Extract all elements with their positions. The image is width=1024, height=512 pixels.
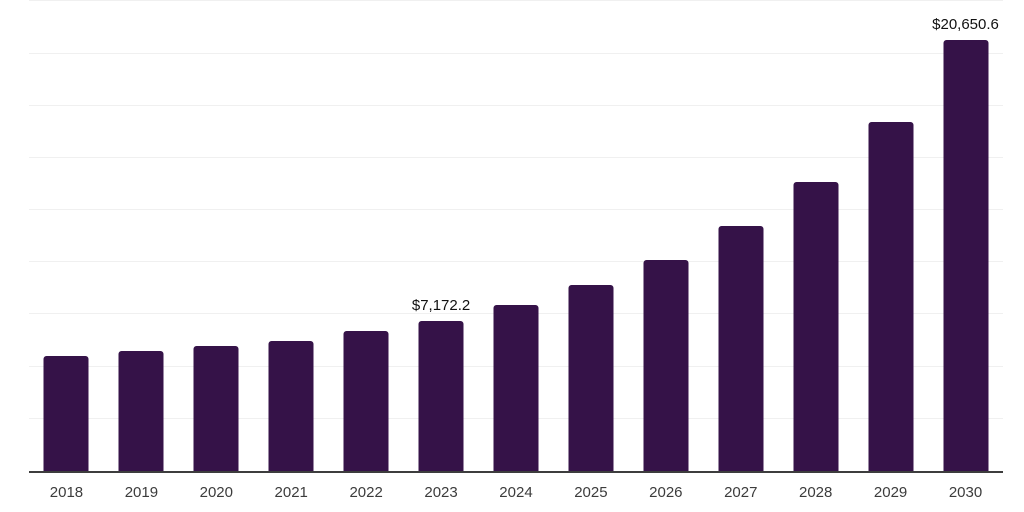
plot-area: $7,172.2 $20,650.6 — [29, 0, 1003, 473]
bar-2024 — [493, 305, 539, 471]
bar-cell-2021 — [254, 0, 329, 471]
bar-cell-2020 — [179, 0, 254, 471]
data-label-2023: $7,172.2 — [411, 297, 471, 315]
bar-cell-2024 — [479, 0, 554, 471]
x-axis-labels: 2018 2019 2020 2021 2022 2023 2024 2025 2026 2027… — [29, 473, 1003, 512]
gridline — [29, 0, 1003, 2]
gridline — [29, 104, 1003, 106]
bar-2027 — [718, 225, 764, 471]
x-tick-label-2022: 2022 — [349, 484, 383, 501]
bar-cell-2019 — [104, 0, 179, 471]
x-tick-label-2023: 2023 — [424, 484, 458, 501]
bar-2029 — [868, 122, 914, 471]
gridline — [29, 261, 1003, 263]
gridline — [29, 156, 1003, 158]
bar-cell-2025 — [553, 0, 628, 471]
bar-2020 — [193, 346, 239, 471]
bar-cell-2022 — [329, 0, 404, 471]
bar-2019 — [118, 351, 164, 471]
x-tick-label-2021: 2021 — [274, 484, 308, 501]
x-tick-label-2029: 2029 — [873, 484, 908, 501]
bar-2023 — [418, 321, 464, 471]
x-tick-label-2026: 2026 — [649, 484, 683, 501]
x-tick-label-2019: 2019 — [124, 484, 159, 501]
bar-cell-2030: $20,650.6 — [928, 0, 1003, 471]
gridline — [29, 52, 1003, 54]
bar-2022 — [343, 331, 389, 471]
x-tick-label-2024: 2024 — [499, 484, 533, 501]
bar-cell-2029 — [853, 0, 928, 471]
x-tick-label-2028: 2028 — [798, 484, 833, 501]
bars-container: $7,172.2 $20,650.6 — [29, 0, 1003, 471]
bar-cell-2023: $7,172.2 — [404, 0, 479, 471]
bar-2030 — [943, 40, 989, 471]
bar-2028 — [793, 181, 839, 471]
x-tick-label-2030: 2030 — [948, 484, 983, 501]
bar-cell-2028 — [778, 0, 853, 471]
x-tick-label-2018: 2018 — [49, 484, 84, 501]
bar-2026 — [643, 260, 689, 471]
bar-cell-2026 — [628, 0, 703, 471]
x-tick-label-2020: 2020 — [199, 484, 233, 501]
data-label-2030: $20,650.6 — [932, 16, 999, 33]
bar-2018 — [43, 355, 89, 471]
bar-cell-2018 — [29, 0, 104, 471]
bar-cell-2027 — [703, 0, 778, 471]
gridline — [29, 209, 1003, 211]
bar-2021 — [268, 340, 314, 471]
x-tick-label-2025: 2025 — [574, 484, 608, 501]
x-tick-label-2027: 2027 — [724, 484, 758, 501]
bar-2025 — [568, 285, 614, 471]
